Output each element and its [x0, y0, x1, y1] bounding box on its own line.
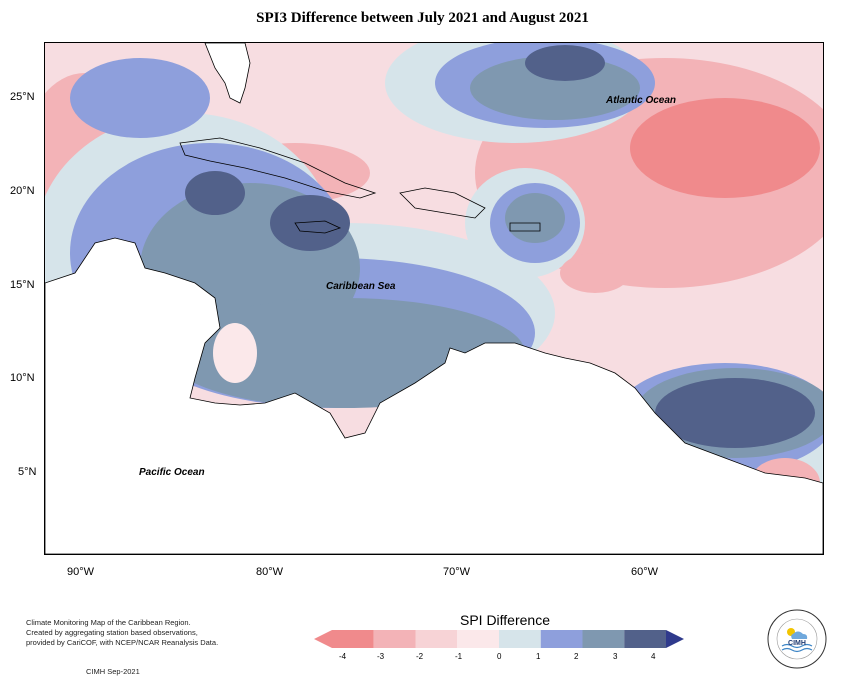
- label-caribbean-sea: Caribbean Sea: [326, 281, 396, 292]
- legend-tick: -2: [416, 652, 424, 661]
- credit-date: CIMH Sep-2021: [86, 667, 140, 676]
- lon-tick-80w: 80°W: [256, 566, 284, 578]
- legend-tick: -4: [339, 652, 347, 661]
- label-pacific-ocean: Pacific Ocean: [139, 467, 205, 478]
- legend-tick: 0: [497, 652, 502, 661]
- legend-title: SPI Difference: [459, 612, 550, 628]
- legend-tick: 4: [651, 652, 656, 661]
- lon-tick-90w: 90°W: [67, 566, 95, 578]
- legend-tick: 3: [613, 652, 618, 661]
- legend-tick: -3: [377, 652, 385, 661]
- credit-line-1: Climate Monitoring Map of the Caribbean …: [26, 618, 191, 627]
- lat-tick-5n: 5°N: [18, 466, 37, 478]
- credit-text: Climate Monitoring Map of the Caribbean …: [26, 618, 266, 648]
- legend-tick: 1: [536, 652, 541, 661]
- cimh-logo: CIMH: [767, 609, 827, 669]
- lat-tick-25n: 25°N: [10, 91, 35, 103]
- legend-tick: -1: [455, 652, 463, 661]
- lon-tick-70w: 70°W: [443, 566, 471, 578]
- label-atlantic-ocean: Atlantic Ocean: [606, 95, 677, 106]
- legend-colorbar: [314, 630, 684, 648]
- cloud-icon: [791, 631, 808, 639]
- spi-difference-map: [44, 42, 824, 555]
- lat-tick-10n: 10°N: [10, 372, 35, 384]
- lon-tick-60w: 60°W: [631, 566, 659, 578]
- lat-tick-15n: 15°N: [10, 279, 35, 291]
- lat-tick-20n: 20°N: [10, 185, 35, 197]
- logo-text: CIMH: [788, 640, 806, 647]
- legend-tick: 2: [574, 652, 579, 661]
- map-title: SPI3 Difference between July 2021 and Au…: [256, 10, 589, 26]
- credit-line-2: Created by aggregating station based obs…: [26, 628, 198, 637]
- credit-line-3: provided by CariCOF, with NCEP/NCAR Rean…: [26, 638, 219, 647]
